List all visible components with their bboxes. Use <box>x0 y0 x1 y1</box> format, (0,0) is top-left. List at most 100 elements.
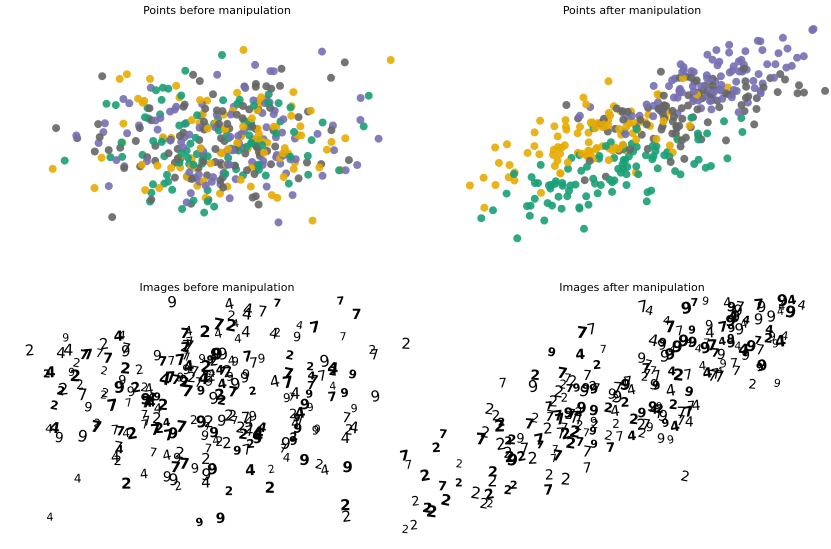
scatter-point <box>660 151 669 160</box>
scatter-point <box>241 84 250 93</box>
digit-image-marker: 9 <box>704 318 714 334</box>
digit-image-marker: 4 <box>74 472 82 486</box>
scatter-point <box>659 91 668 100</box>
digit-image-marker: 4 <box>702 365 714 382</box>
digit-image-marker: 7 <box>498 376 507 391</box>
digit-image-marker: 7 <box>244 423 255 440</box>
digit-image-marker: 9 <box>168 470 179 490</box>
scatter-point <box>272 129 281 138</box>
digit-image-marker: 7 <box>563 371 572 386</box>
digit-image-marker: 7 <box>691 296 699 309</box>
scatter-point <box>621 130 630 139</box>
digit-image-marker: 7 <box>370 347 380 364</box>
scatter-point <box>642 120 651 129</box>
digit-image-marker: 7 <box>582 426 590 440</box>
scatter-point <box>703 129 712 138</box>
digit-image-marker: 4 <box>63 340 74 359</box>
digit-image-marker: 9 <box>588 424 598 438</box>
digit-image-marker: 9 <box>734 320 746 339</box>
digit-image-marker: 2 <box>221 361 235 382</box>
scatter-point <box>715 103 724 112</box>
digit-image-marker: 2 <box>425 501 438 521</box>
digit-image-marker: 9 <box>216 411 227 430</box>
scatter-point <box>489 206 497 215</box>
digit-image-marker: 7 <box>536 438 545 452</box>
scatter-point <box>322 145 331 154</box>
scatter-point <box>225 160 234 169</box>
digit-image-marker: 9 <box>741 348 751 365</box>
digit-image-marker: 9 <box>305 387 314 401</box>
scatter-point <box>491 143 500 152</box>
digit-image-marker: 2 <box>588 379 599 395</box>
scatter-point <box>185 168 194 177</box>
digit-image-marker: 2 <box>130 379 143 397</box>
scatter-point <box>729 62 738 71</box>
digit-image-marker: 2 <box>49 398 60 413</box>
scatter-point <box>188 174 197 183</box>
digit-image-marker: 7 <box>241 409 251 427</box>
digit-image-marker: 2 <box>267 462 276 476</box>
digit-image-marker: 9 <box>756 356 769 375</box>
digit-image-marker: 9 <box>167 424 179 443</box>
digit-image-marker: 2 <box>58 379 70 399</box>
digit-image-marker: 4 <box>667 343 677 358</box>
scatter-point <box>98 72 107 81</box>
digit-image-marker: 4 <box>161 447 173 464</box>
scatter-point <box>697 82 706 91</box>
scatter-point <box>386 56 395 64</box>
scatter-point <box>608 178 617 187</box>
scatter-point <box>586 149 595 158</box>
digit-image-marker: 2 <box>238 426 249 443</box>
digit-image-marker: 9 <box>229 374 242 395</box>
scatter-point <box>125 99 134 108</box>
digit-image-marker: 7 <box>404 457 413 472</box>
digit-image-marker: 4 <box>183 357 196 376</box>
digit-image-marker: 7 <box>308 317 322 337</box>
scatter-point <box>580 176 589 185</box>
scatter-point <box>278 128 287 137</box>
scatter-point <box>776 70 785 79</box>
digit-image-marker: 7 <box>581 442 593 461</box>
scatter-point <box>614 164 623 173</box>
digit-image-marker: 4 <box>241 304 253 324</box>
digit-image-marker: 7 <box>185 335 196 351</box>
digit-image-marker: 7 <box>142 414 152 430</box>
digit-image-marker: 9 <box>680 298 693 318</box>
digit-image-marker: 2 <box>504 448 515 466</box>
scatter-point <box>175 132 184 140</box>
scatter-point <box>536 116 545 125</box>
digit-image-marker: 9 <box>126 384 137 400</box>
digit-image-marker: 9 <box>140 390 151 408</box>
digit-image-marker: 7 <box>636 296 650 317</box>
digit-image-marker: 2 <box>574 405 583 420</box>
digit-image-marker: 7 <box>553 409 567 429</box>
digit-image-marker: 9 <box>62 331 69 344</box>
digit-image-marker: 9 <box>153 348 162 364</box>
digit-image-marker: 7 <box>575 435 584 449</box>
scatter-point <box>571 180 580 189</box>
digit-image-marker: 4 <box>234 332 243 346</box>
scatter-point <box>203 124 212 133</box>
scatter-point <box>557 204 566 213</box>
scatter-point <box>104 146 113 155</box>
digit-image-marker: 4 <box>115 443 124 456</box>
scatter-point <box>759 83 768 92</box>
digit-image-marker: 2 <box>401 335 411 353</box>
digit-image-marker: 9 <box>198 352 207 367</box>
scatter-point <box>258 141 267 150</box>
digit-image-marker: 4 <box>293 403 306 422</box>
scatter-point <box>303 151 312 160</box>
scatter-point <box>787 61 796 70</box>
scatter-point <box>742 82 751 91</box>
digit-image-marker: 2 <box>203 412 214 431</box>
scatter-point <box>750 84 759 93</box>
digit-image-marker: 2 <box>679 468 691 485</box>
digit-image-marker: 7 <box>566 382 574 395</box>
scatter-point <box>247 114 256 123</box>
scatter-point <box>225 194 234 203</box>
scatter-point <box>619 115 628 124</box>
scatter-point <box>491 181 500 189</box>
digit-image-marker: 4 <box>685 334 694 348</box>
digit-image-marker: 4 <box>575 347 586 364</box>
